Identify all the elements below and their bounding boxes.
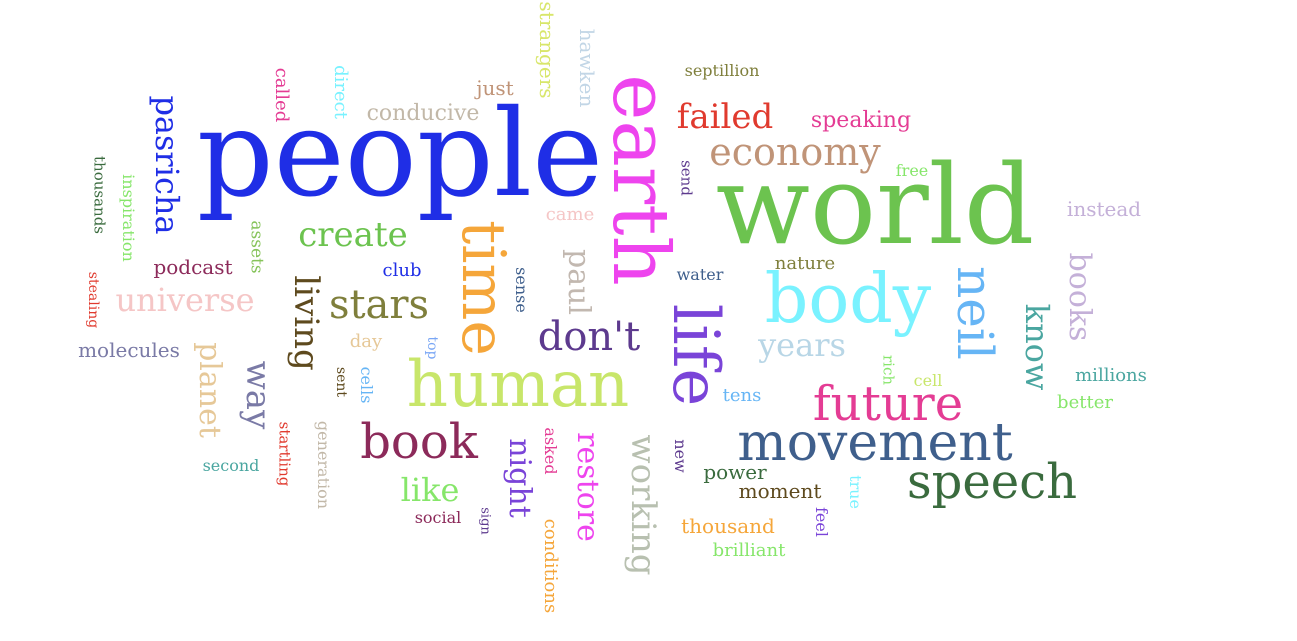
word-stealing: stealing <box>85 271 101 329</box>
word-brilliant: brilliant <box>712 540 786 561</box>
word-people: people <box>196 85 604 224</box>
word-top: top <box>424 336 440 360</box>
word-cells: cells <box>357 366 376 404</box>
word-years: years <box>758 326 846 364</box>
word-stars: stars <box>328 282 430 328</box>
word-speaking: speaking <box>810 108 912 133</box>
word-economy: economy <box>709 130 881 174</box>
word-true: true <box>846 475 865 509</box>
word-don-t: don't <box>537 314 641 360</box>
word-world: world <box>715 141 1035 269</box>
word-just: just <box>476 76 514 100</box>
word-night: night <box>502 438 537 518</box>
word-pasricha: pasricha <box>148 95 186 235</box>
word-molecules: molecules <box>78 338 180 362</box>
word-neil: neil <box>946 266 1004 360</box>
word-conducive: conducive <box>366 101 480 126</box>
word-thousands: thousands <box>90 156 109 234</box>
word-millions: millions <box>1075 365 1147 386</box>
word-paul: paul <box>561 248 596 316</box>
word-asked: asked <box>541 427 560 475</box>
word-second: second <box>202 456 260 475</box>
word-septillion: septillion <box>684 61 760 80</box>
word-conditions: conditions <box>540 518 561 614</box>
word-time: time <box>448 220 518 356</box>
word-club: club <box>382 260 422 281</box>
word-instead: instead <box>1066 197 1142 221</box>
word-sense: sense <box>512 267 531 313</box>
word-feel: feel <box>812 507 831 537</box>
word-restore: restore <box>570 432 605 542</box>
word-hawken: hawken <box>575 28 599 108</box>
word-podcast: podcast <box>153 255 233 279</box>
word-new: new <box>671 439 690 473</box>
word-assets: assets <box>246 220 267 274</box>
word-earth: earth <box>595 74 685 286</box>
word-sign: sign <box>477 507 493 535</box>
word-strangers: strangers <box>535 1 559 99</box>
word-rich: rich <box>879 354 898 386</box>
word-called: called <box>271 67 292 123</box>
word-power: power <box>703 460 767 484</box>
word-like: like <box>400 471 460 509</box>
word-startling: startling <box>275 421 294 487</box>
word-tens: tens <box>722 385 762 406</box>
word-books: books <box>1062 252 1097 342</box>
word-generation: generation <box>314 420 333 510</box>
word-came: came <box>545 204 595 225</box>
word-water: water <box>676 265 724 284</box>
word-send: send <box>677 160 696 196</box>
word-free: free <box>895 161 929 180</box>
word-human: human <box>406 348 630 422</box>
word-way: way <box>238 360 278 430</box>
word-direct: direct <box>330 65 351 119</box>
word-cell: cell <box>913 371 943 390</box>
word-living: living <box>286 275 326 371</box>
word-life: life <box>658 303 732 407</box>
word-inspiration: inspiration <box>119 174 138 262</box>
word-thousand: thousand <box>681 514 775 538</box>
word-planet: planet <box>192 342 227 438</box>
word-better: better <box>1057 392 1113 413</box>
word-day: day <box>349 331 383 352</box>
word-universe: universe <box>115 281 255 319</box>
word-moment: moment <box>738 479 822 503</box>
word-future: future <box>812 376 964 432</box>
word-movement: movement <box>737 413 1013 473</box>
word-book: book <box>360 414 478 470</box>
word-body: body <box>764 260 932 339</box>
word-sent: sent <box>333 366 349 398</box>
word-create: create <box>298 215 408 255</box>
word-working: working <box>623 434 663 576</box>
word-failed: failed <box>676 97 774 137</box>
word-nature: nature <box>774 253 836 274</box>
word-social: social <box>414 508 462 527</box>
word-speech: speech <box>907 454 1077 510</box>
word-know: know <box>1018 303 1056 391</box>
